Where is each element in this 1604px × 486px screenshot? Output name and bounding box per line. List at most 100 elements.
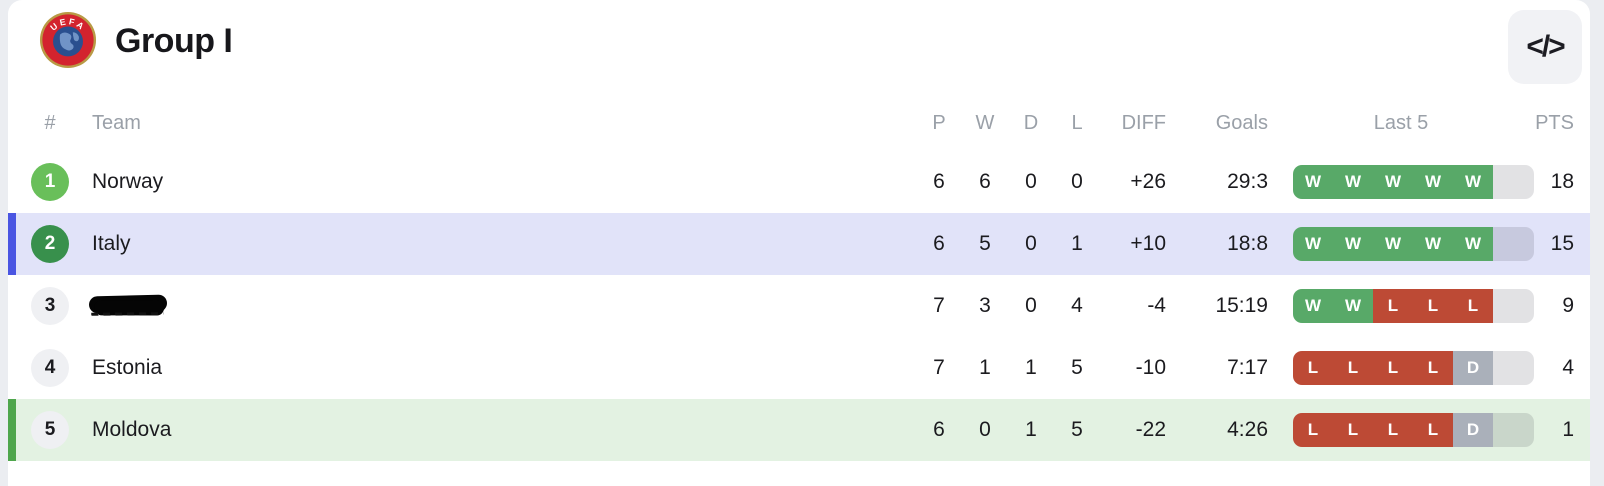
rank-badge: 2 <box>31 225 69 263</box>
form-result-w: W <box>1333 165 1373 199</box>
stat-points: 4 <box>1562 356 1574 379</box>
redaction-scribble <box>88 294 168 314</box>
form-result-l: L <box>1373 289 1413 323</box>
code-icon: </> <box>1526 30 1565 63</box>
standings-widget: UEFA Group I </> # Team P W D L DIFF Goa… <box>8 0 1590 486</box>
rank-badge: 5 <box>31 411 69 449</box>
stat-goal-diff: +26 <box>1130 170 1166 193</box>
form-result-l: L <box>1373 413 1413 447</box>
stat-points: 9 <box>1562 294 1574 317</box>
form-result-w: W <box>1293 227 1333 261</box>
form-result-w: W <box>1413 227 1453 261</box>
form-result-empty <box>1493 227 1534 261</box>
col-header-last5: Last 5 <box>1373 111 1429 134</box>
form-result-w: W <box>1333 289 1373 323</box>
stat-goals: 15:19 <box>1215 294 1268 317</box>
form-result-w: W <box>1373 227 1413 261</box>
stat-draws: 1 <box>1025 418 1037 441</box>
stat-played: 7 <box>933 294 945 317</box>
stat-wins: 0 <box>979 418 991 441</box>
stat-losses: 5 <box>1071 418 1083 441</box>
stat-losses: 1 <box>1071 232 1083 255</box>
team-name: Italy <box>92 232 131 255</box>
col-header-team: Team <box>92 111 141 134</box>
stat-points: 18 <box>1550 170 1574 193</box>
team-name: Estonia <box>92 356 163 379</box>
stat-points: 15 <box>1550 232 1574 255</box>
stat-draws: 1 <box>1025 356 1037 379</box>
form-result-empty <box>1493 289 1534 323</box>
stat-goal-diff: -4 <box>1147 294 1166 317</box>
form-result-l: L <box>1293 351 1333 385</box>
col-header-wins: W <box>975 111 995 134</box>
uefa-logo: UEFA <box>39 11 97 69</box>
form-result-w: W <box>1453 227 1493 261</box>
stat-wins: 5 <box>979 232 991 255</box>
col-header-played: P <box>932 111 946 134</box>
stat-wins: 1 <box>979 356 991 379</box>
form-result-w: W <box>1373 165 1413 199</box>
stat-losses: 4 <box>1071 294 1083 317</box>
form-result-l: L <box>1413 351 1453 385</box>
rank-badge: 1 <box>31 163 69 201</box>
stat-losses: 5 <box>1071 356 1083 379</box>
stat-goal-diff: +10 <box>1130 232 1166 255</box>
stat-goals: 7:17 <box>1227 356 1268 379</box>
stat-goals: 18:8 <box>1227 232 1268 255</box>
col-header-draws: D <box>1023 111 1039 134</box>
rank-badge: 4 <box>31 349 69 387</box>
stat-draws: 0 <box>1025 170 1037 193</box>
form-result-empty <box>1493 413 1534 447</box>
stat-played: 6 <box>933 418 945 441</box>
stat-played: 6 <box>933 232 945 255</box>
group-title: Group I <box>115 22 233 60</box>
form-result-l: L <box>1413 413 1453 447</box>
form-result-empty <box>1493 165 1534 199</box>
team-name: Moldova <box>92 418 172 441</box>
form-result-d: D <box>1453 351 1493 385</box>
stat-played: 6 <box>933 170 945 193</box>
col-header-rank: # <box>44 111 56 134</box>
form-result-l: L <box>1333 351 1373 385</box>
form-result-w: W <box>1293 165 1333 199</box>
stat-wins: 3 <box>979 294 991 317</box>
stat-wins: 6 <box>979 170 991 193</box>
stat-goal-diff: -22 <box>1135 418 1166 441</box>
stat-goal-diff: -10 <box>1135 356 1166 379</box>
form-result-l: L <box>1453 289 1493 323</box>
widget-header: UEFA Group I </> <box>8 0 1590 95</box>
stat-losses: 0 <box>1071 170 1083 193</box>
embed-button[interactable]: </> <box>1508 10 1582 84</box>
form-result-w: W <box>1333 227 1373 261</box>
form-result-l: L <box>1293 413 1333 447</box>
stat-points: 1 <box>1562 418 1574 441</box>
stat-draws: 0 <box>1025 294 1037 317</box>
stat-goals: 29:3 <box>1227 170 1268 193</box>
rank-badge: 3 <box>31 287 69 325</box>
col-header-diff: DIFF <box>1121 111 1166 134</box>
col-header-losses: L <box>1071 111 1083 134</box>
form-result-w: W <box>1413 165 1453 199</box>
form-result-l: L <box>1333 413 1373 447</box>
form-result-l: L <box>1373 351 1413 385</box>
stat-goals: 4:26 <box>1227 418 1268 441</box>
col-header-goals: Goals <box>1215 111 1268 134</box>
form-result-d: D <box>1453 413 1493 447</box>
stat-played: 7 <box>933 356 945 379</box>
form-result-l: L <box>1413 289 1453 323</box>
form-result-empty <box>1493 351 1534 385</box>
form-result-w: W <box>1293 289 1333 323</box>
stat-draws: 0 <box>1025 232 1037 255</box>
